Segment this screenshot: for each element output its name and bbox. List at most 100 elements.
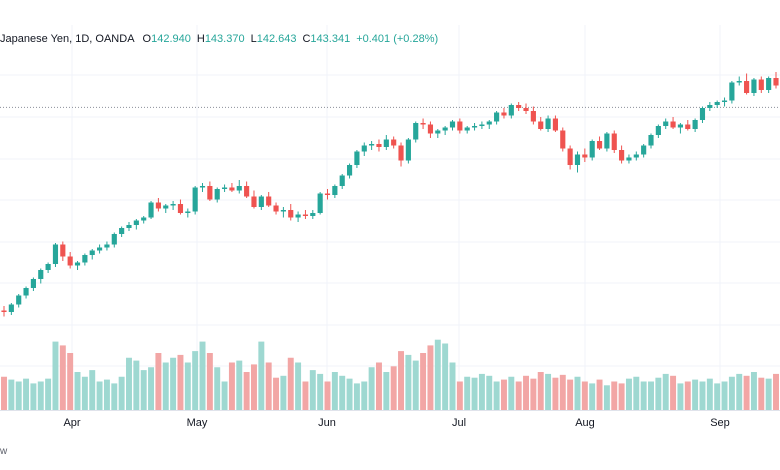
candle-body (516, 105, 522, 108)
volume-bar (346, 378, 353, 410)
volume-bar (295, 362, 302, 410)
volume-bar (89, 370, 96, 410)
candle-body (38, 270, 44, 279)
volume-bar (603, 385, 610, 410)
volume-bar (8, 379, 15, 410)
volume-bar (184, 362, 191, 410)
candle-body (744, 81, 750, 93)
volume-bar (96, 381, 103, 410)
candle-body (67, 256, 73, 266)
candle-body (141, 217, 147, 221)
candle-body (361, 145, 367, 152)
volume-bar (478, 373, 485, 410)
volume-bar (148, 367, 155, 410)
candle-body (82, 255, 88, 263)
volume-bar (773, 373, 779, 410)
volume-bar (500, 379, 507, 410)
candle-body (692, 120, 698, 129)
candle-body (177, 204, 184, 213)
candle-body (119, 228, 125, 234)
candle-body (398, 145, 404, 161)
candle-body (435, 130, 441, 134)
volume-bar (662, 373, 669, 410)
close-label: C (302, 33, 311, 45)
volume-bar (648, 381, 654, 410)
volume-bar (126, 357, 132, 410)
volume-bar (699, 381, 706, 410)
candle-body (23, 288, 29, 296)
candle-body (52, 244, 59, 264)
candle-body (530, 111, 536, 122)
volume-bar (37, 381, 44, 410)
volume-bar (375, 362, 382, 410)
candle-body (251, 196, 257, 207)
volume-bar (74, 372, 81, 410)
candle-body (1, 310, 7, 312)
volume-bar (273, 377, 280, 410)
volume-bar (118, 376, 125, 410)
volume-bar (530, 378, 537, 410)
candle-body (8, 304, 14, 312)
candle-body (346, 165, 353, 176)
volume-bar (317, 373, 324, 410)
volume-bar (251, 364, 257, 410)
volume-bar (52, 341, 59, 410)
candle-body (30, 279, 36, 288)
candle-body (221, 187, 228, 189)
volume-bar (515, 381, 522, 410)
volume-bar (574, 376, 581, 410)
candle-body (155, 202, 161, 209)
low-value: 142.643 (256, 33, 297, 45)
volume-bar (736, 373, 743, 410)
candle-body (538, 121, 544, 129)
volume-bar (743, 375, 750, 410)
volume-bar (302, 381, 309, 410)
candle-body (626, 157, 632, 161)
candle-body (464, 127, 470, 131)
candle-body (369, 144, 375, 146)
candle-body (214, 189, 220, 200)
volume-bar (221, 381, 228, 410)
volume-bar (714, 383, 721, 410)
volume-bar (420, 353, 427, 410)
volume-bar (508, 376, 515, 410)
volume-bar (199, 341, 206, 410)
volume-bar (405, 354, 412, 410)
candle-body (508, 105, 514, 116)
close-value: 143.341 (310, 33, 351, 45)
symbol-label: Japanese Yen, 1D, OANDA (0, 33, 135, 45)
candle-body (648, 135, 654, 146)
candle-body (523, 108, 529, 111)
volume-bar (552, 377, 559, 410)
candle-body (736, 81, 742, 83)
low-label: L (250, 33, 257, 45)
candle-body (405, 139, 411, 161)
change-value: +0.401 (+0.28%) (356, 33, 439, 45)
candle-body (596, 141, 603, 149)
candle-body (16, 295, 22, 305)
candle-body (501, 112, 507, 116)
volume-bar (192, 351, 199, 410)
candle-body (383, 139, 389, 147)
volume-bar (758, 377, 765, 410)
candle-body (758, 79, 764, 90)
candle-body (471, 126, 478, 128)
candle-body (133, 220, 139, 225)
candle-body (699, 108, 706, 120)
candle-body (45, 264, 51, 270)
volume-bar (368, 367, 375, 410)
candle-body (310, 213, 316, 216)
volume-bar (611, 381, 618, 410)
candle-body (721, 100, 728, 102)
volume-bar (692, 379, 699, 410)
candle-body (97, 247, 103, 251)
volume-bar (236, 360, 243, 410)
candle-body (685, 124, 691, 129)
high-label: H (196, 33, 205, 45)
volume-bar (243, 372, 250, 410)
volume-bar (670, 375, 677, 410)
candle-body (229, 187, 235, 191)
candle-body (582, 154, 588, 158)
